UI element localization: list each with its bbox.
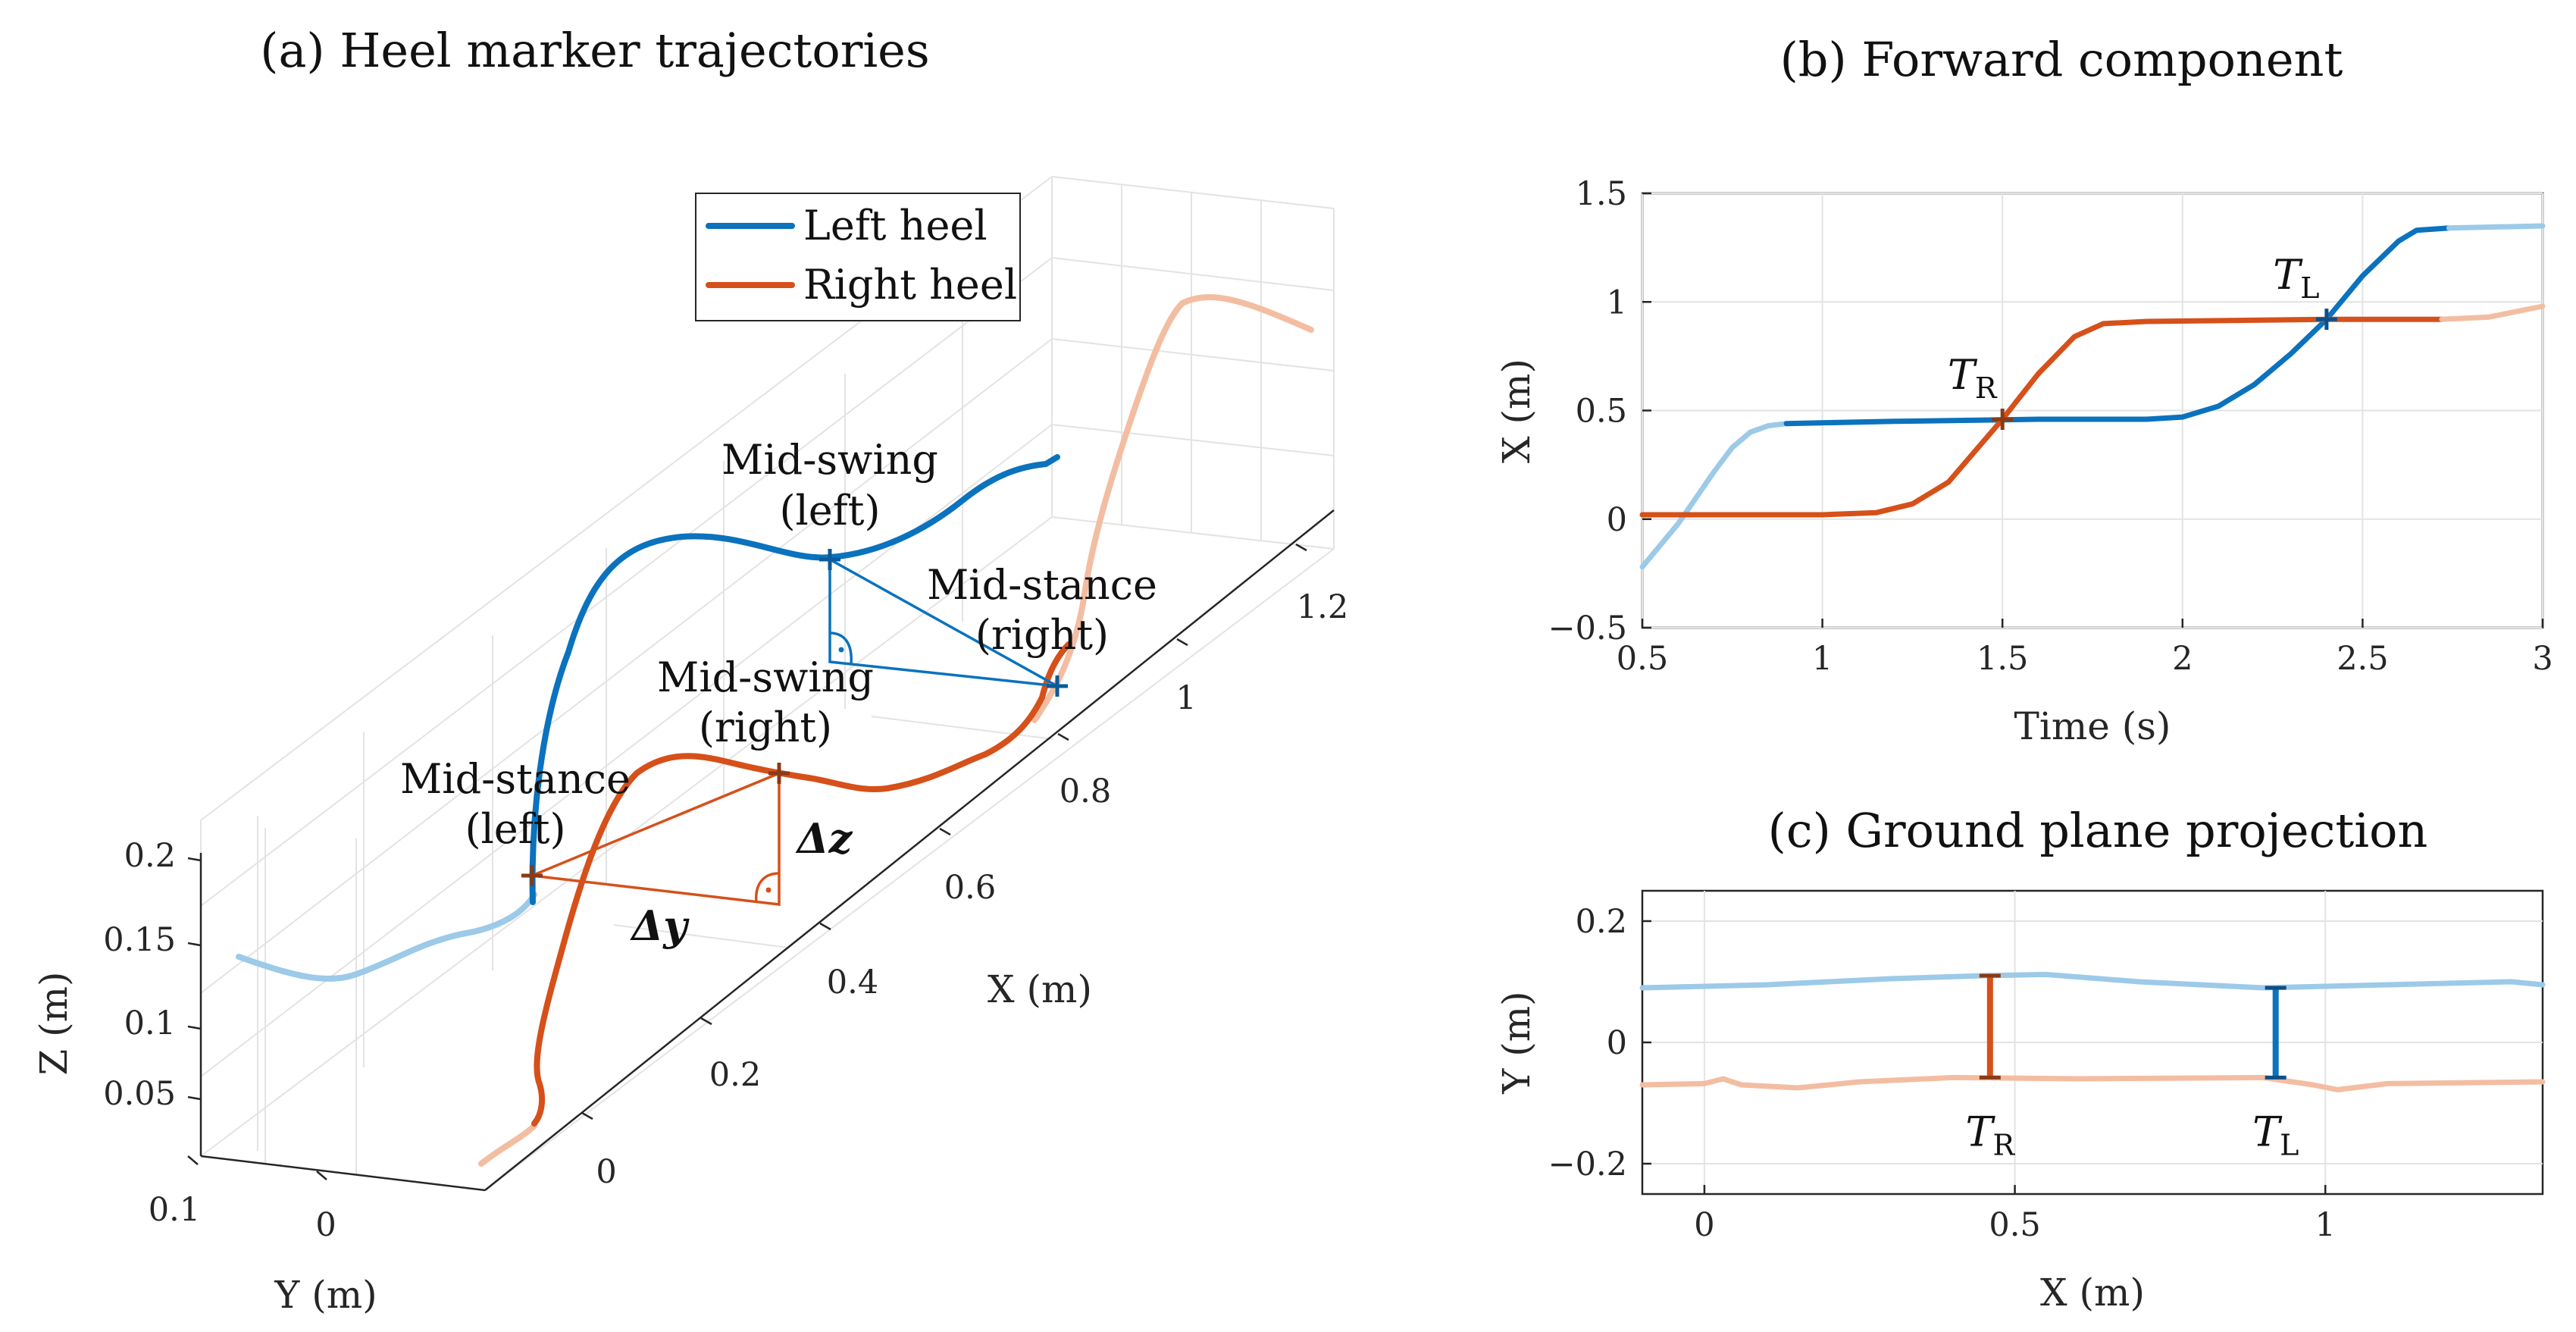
z-tick: 0.1: [124, 1004, 176, 1042]
panel-c-ground-plane: (c) Ground plane projection TR TL 0 0.5 1 −…: [1495, 803, 2546, 1315]
z-axis-label: Z (m): [32, 971, 76, 1075]
event-marker: [2265, 986, 2286, 1080]
y-tick-label: 0: [1607, 1024, 1627, 1062]
event-label-sub: L: [2300, 271, 2319, 305]
series-line: [1639, 971, 2546, 991]
y-tick: 0: [315, 1206, 336, 1244]
event-label-sub: R: [1975, 371, 1998, 405]
panel-b-markers: TR TL: [1948, 251, 2337, 430]
panel-b-title: (b) Forward component: [1780, 32, 2343, 87]
z-tick: 0.2: [124, 837, 176, 875]
annotation-midswing-left-1: Mid-swing: [721, 436, 938, 484]
panel-c-series: [1639, 971, 2546, 1092]
x-tick-label: 1: [2315, 1206, 2336, 1244]
series-line: [1783, 225, 2452, 427]
y-axis-label: Y (m): [274, 1273, 377, 1317]
series-line: [1639, 316, 2445, 518]
y-tick: 0.1: [149, 1191, 200, 1229]
annotation-midstance-left-2: (left): [465, 805, 565, 853]
legend-right-label: Right heel: [803, 261, 1017, 309]
right-right-angle-mark: [755, 872, 780, 903]
y-tick-label: 0: [1607, 501, 1627, 539]
x-tick: 0.2: [709, 1056, 761, 1094]
series-line: [2446, 223, 2546, 231]
right-heel-trajectory-faded: [478, 294, 1314, 1167]
panel-a-3d-trajectories: (a) Heel marker trajectories 0.2 0.15 0.…: [32, 23, 1348, 1317]
event-marker: [1992, 408, 2014, 430]
x-tick: 0.6: [944, 869, 996, 907]
x-tick-label: 1: [1812, 640, 1833, 678]
annotations-3d: Mid-swing (left) Mid-stance (right) Mid-…: [400, 436, 1157, 950]
panel-c-y-ticks: −0.2 0 0.2: [1548, 903, 1651, 1183]
panel-c-x-ticks: 0 0.5 1: [1694, 1185, 2336, 1244]
left-midswing-triangle: [828, 558, 1058, 688]
right-angle-dot: [765, 887, 772, 893]
left-heel-trajectory-faded: [236, 892, 537, 982]
y-tick-label: 0.2: [1576, 903, 1627, 941]
z-tick: 0.15: [103, 921, 176, 959]
y-tick-label: 0.5: [1576, 393, 1627, 431]
panel-b-x-ticks: 0.5 1 1.5 2 2.5 3: [1617, 619, 2553, 678]
legend-left-label: Left heel: [803, 202, 988, 249]
x-axis-label: X (m): [988, 967, 1092, 1011]
x-tick-label: 0: [1694, 1206, 1714, 1244]
series-line: [1639, 421, 1789, 570]
panel-c-y-axis-label: Y (m): [1495, 991, 1538, 1094]
left-heel-trajectory: [529, 454, 1060, 905]
z-tick-labels: 0.2 0.15 0.1 0.05: [103, 837, 176, 1113]
x-tick: 1: [1175, 679, 1196, 717]
annotation-delta-y: Δy: [629, 901, 690, 950]
panel-c-grid: [1642, 891, 2543, 1194]
y-tick-label: −0.5: [1548, 610, 1627, 647]
y-tick-label: 1.5: [1576, 175, 1627, 213]
panel-c-title: (c) Ground plane projection: [1768, 803, 2428, 858]
y-tick-label: −0.2: [1548, 1146, 1627, 1183]
axes-3d: [187, 509, 1335, 1192]
right-heel-trajectory: [531, 641, 1072, 1127]
annotation-midstance-left-1: Mid-stance: [400, 755, 631, 803]
x-tick-label: 1.5: [1977, 640, 2028, 678]
event-label-sub: L: [2280, 1128, 2299, 1161]
event-label-sub: R: [1993, 1128, 2016, 1161]
panel-c-x-axis-label: X (m): [2040, 1271, 2145, 1315]
series-line: [2439, 303, 2546, 322]
annotation-delta-z: Δz: [795, 814, 853, 863]
annotation-midswing-right-2: (right): [699, 704, 832, 751]
event-marker: [2315, 309, 2337, 331]
annotation-midswing-left-2: (left): [779, 487, 880, 534]
x-tick-label: 2: [2172, 640, 2193, 678]
x-tick-label: 3: [2532, 640, 2553, 678]
panel-b-series: [1639, 223, 2546, 570]
x-tick: 0.4: [827, 964, 878, 1001]
right-midswing-triangle: [527, 772, 781, 906]
annotation-midswing-right-1: Mid-swing: [657, 653, 874, 701]
right-angle-dot: [838, 647, 844, 653]
panel-b-y-ticks: −0.5 0 0.5 1 1.5: [1548, 175, 1651, 647]
z-tick: 0.05: [103, 1075, 176, 1113]
legend-box: [695, 193, 1021, 321]
panel-b-y-axis-label: X (m): [1495, 359, 1538, 463]
y-tick-label: 1: [1607, 284, 1627, 321]
event-markers-3d: [521, 549, 1068, 886]
event-label: TL: [2273, 251, 2319, 305]
left-right-angle-mark: [829, 632, 853, 665]
x-tick: 1.2: [1297, 588, 1348, 626]
annotation-midstance-right-1: Mid-stance: [927, 561, 1157, 609]
event-label: TR: [1948, 351, 1998, 405]
series-line: [1639, 1074, 2546, 1092]
x-tick: 0.8: [1060, 773, 1111, 810]
panel-b-x-axis-label: Time (s): [2014, 704, 2171, 748]
x-tick-labels: 0 0.2 0.4 0.6 0.8 1 1.2: [596, 588, 1348, 1191]
x-tick-label: 0.5: [1617, 640, 1668, 678]
event-marker: [1979, 973, 2001, 1080]
x-tick: 0: [596, 1153, 616, 1191]
panel-a-title: (a) Heel marker trajectories: [260, 23, 929, 78]
x-tick-label: 0.5: [1989, 1206, 2040, 1244]
x-tick-label: 2.5: [2337, 640, 2388, 678]
annotation-midstance-right-2: (right): [975, 611, 1109, 659]
y-tick-labels: 0.1 0: [149, 1191, 336, 1244]
legend: Left heel Right heel: [695, 193, 1021, 321]
